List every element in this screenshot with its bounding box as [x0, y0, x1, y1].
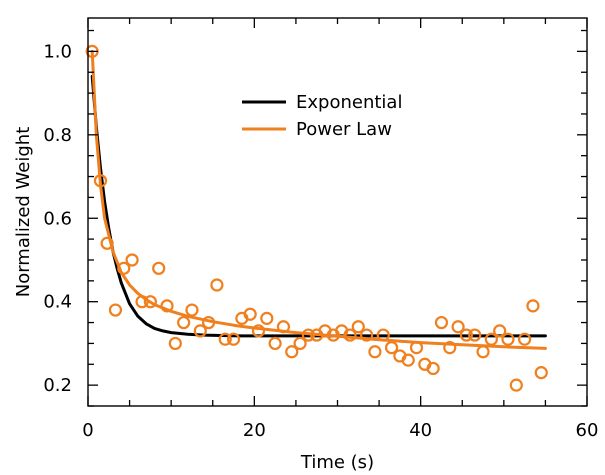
data-point	[351, 320, 365, 334]
y-tick-label: 0.8	[43, 125, 72, 146]
plot-area	[85, 44, 548, 392]
data-point	[509, 378, 523, 392]
data-point	[360, 328, 374, 342]
y-tick-label: 0.4	[43, 292, 72, 313]
data-point	[285, 345, 299, 359]
y-axis: 0.2 0.4 0.6 0.8 1.0	[43, 29, 587, 407]
legend-label-exponential: Exponential	[296, 92, 402, 113]
data-point	[484, 332, 498, 346]
data-point	[293, 336, 307, 351]
x-axis: 0 20 40 60	[82, 18, 598, 441]
x-tick-label: 0	[82, 420, 93, 441]
data-point	[451, 320, 465, 334]
data-point	[218, 332, 232, 346]
data-point	[526, 299, 540, 313]
x-tick-label: 20	[243, 420, 266, 441]
data-point	[210, 278, 224, 292]
data-point	[493, 324, 507, 338]
fit-line-exponential	[90, 74, 547, 338]
x-tick-label: 40	[409, 420, 432, 441]
data-point	[443, 340, 457, 355]
data-point	[135, 295, 149, 309]
data-point	[125, 253, 139, 267]
x-axis-title: Time (s)	[300, 452, 374, 473]
data-point	[260, 311, 274, 325]
data-point	[160, 299, 174, 313]
data-point	[368, 345, 382, 359]
data-point	[534, 366, 548, 380]
data-point	[409, 340, 424, 355]
legend: Exponential Power Law	[242, 92, 402, 140]
data-point	[117, 261, 131, 275]
data-point	[401, 353, 415, 367]
data-point	[343, 328, 357, 342]
y-axis-title: Normalized Weight	[13, 127, 34, 298]
data-point	[100, 236, 114, 250]
data-point	[193, 324, 207, 338]
data-point	[251, 324, 266, 338]
data-point	[108, 303, 123, 317]
legend-label-power-law: Power Law	[296, 119, 392, 140]
fit-line-power-law	[90, 49, 547, 350]
data-point	[434, 315, 449, 330]
data-point	[501, 332, 515, 346]
data-point	[518, 332, 532, 346]
data-point	[152, 261, 166, 275]
data-point	[476, 345, 490, 359]
data-point	[243, 307, 257, 321]
y-tick-label: 1.0	[43, 41, 72, 62]
data-point	[226, 332, 241, 346]
data-point	[177, 315, 191, 330]
data-point	[426, 361, 440, 376]
data-point	[268, 336, 282, 351]
data-point	[168, 336, 182, 351]
data-point	[376, 328, 390, 342]
data-point	[276, 320, 291, 334]
data-point	[459, 328, 474, 342]
data-point	[93, 174, 108, 188]
data-point	[468, 328, 482, 342]
data-point	[201, 315, 216, 330]
data-point	[384, 340, 399, 355]
data-point	[301, 328, 315, 342]
data-point	[143, 295, 157, 309]
y-tick-label: 0.2	[43, 375, 72, 396]
data-point	[185, 303, 199, 317]
y-tick-label: 0.6	[43, 208, 72, 229]
x-tick-label: 60	[576, 420, 599, 441]
